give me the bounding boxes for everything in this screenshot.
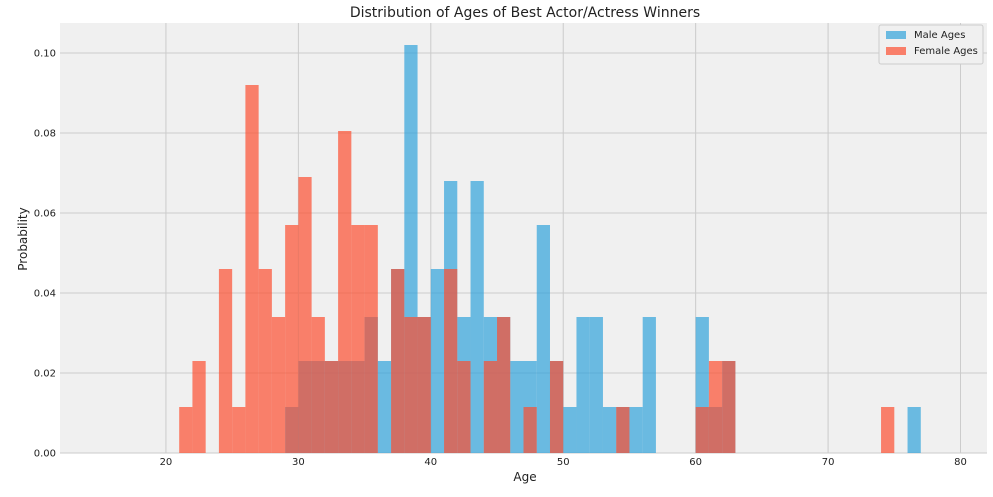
female-bar	[881, 407, 895, 453]
female-bar	[298, 177, 312, 453]
female-bar	[417, 317, 431, 453]
male-bar	[510, 361, 524, 453]
y-tick-label: 0.02	[34, 369, 56, 380]
female-bar	[523, 407, 537, 453]
x-tick-label: 20	[160, 457, 173, 468]
female-bar	[549, 361, 564, 453]
female-bar	[245, 85, 259, 453]
female-bar	[708, 361, 723, 453]
female-bar	[364, 225, 378, 453]
legend-swatch-female	[886, 47, 906, 55]
female-bar	[722, 361, 736, 453]
y-tick-label: 0.06	[34, 209, 56, 220]
male-bar	[430, 269, 445, 453]
y-axis-label: Probability	[16, 207, 30, 270]
female-bar	[271, 317, 286, 453]
female-bar	[258, 269, 272, 453]
y-tick-label: 0.10	[34, 49, 56, 60]
chart-title: Distribution of Ages of Best Actor/Actre…	[350, 5, 700, 21]
y-axis-ticks: 0.00 0.02 0.04 0.06 0.08 0.10	[34, 49, 56, 460]
female-bar	[192, 361, 206, 453]
female-bar	[338, 131, 352, 453]
x-axis-label: Age	[513, 470, 536, 484]
male-bar	[563, 407, 577, 453]
male-bar	[377, 361, 392, 453]
female-bar	[444, 269, 458, 453]
x-tick-label: 50	[557, 457, 570, 468]
x-tick-label: 40	[424, 457, 437, 468]
legend-label-female: Female Ages	[914, 46, 978, 57]
female-bar	[483, 361, 498, 453]
female-bar	[351, 225, 365, 453]
male-bar	[576, 317, 590, 453]
male-bar	[470, 181, 484, 453]
male-bar	[589, 317, 603, 453]
x-tick-label: 30	[292, 457, 305, 468]
female-bar	[616, 407, 630, 453]
x-tick-label: 70	[822, 457, 835, 468]
legend-label-male: Male Ages	[914, 30, 965, 41]
y-tick-label: 0.00	[34, 449, 56, 460]
male-bar	[907, 407, 921, 453]
female-bar	[324, 361, 339, 453]
female-bar	[232, 407, 246, 453]
female-bar	[497, 317, 511, 453]
male-bar	[629, 407, 643, 453]
bars-layer	[179, 45, 921, 453]
male-bar	[536, 225, 550, 453]
legend-swatch-male	[886, 31, 906, 39]
y-tick-label: 0.04	[34, 289, 56, 300]
x-tick-label: 80	[954, 457, 967, 468]
female-bar	[457, 361, 471, 453]
male-bar	[642, 317, 656, 453]
female-bar	[391, 269, 405, 453]
female-bar	[285, 225, 299, 453]
male-bar	[602, 407, 617, 453]
female-bar	[695, 407, 709, 453]
female-bar	[311, 317, 325, 453]
x-tick-label: 60	[689, 457, 702, 468]
female-bar	[179, 407, 193, 453]
female-bar	[404, 317, 418, 453]
female-bar	[218, 269, 233, 453]
x-axis-ticks: 20 30 40 50 60 70 80	[160, 457, 967, 468]
legend: Male Ages Female Ages	[878, 24, 984, 65]
y-tick-label: 0.08	[34, 129, 56, 140]
